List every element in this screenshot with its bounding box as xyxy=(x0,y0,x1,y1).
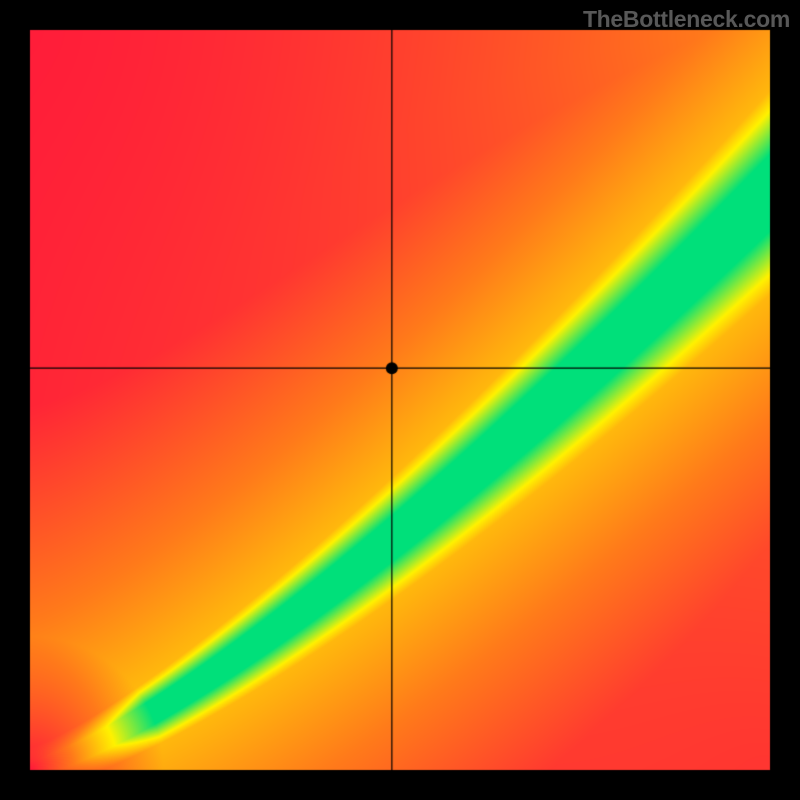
chart-container: TheBottleneck.com xyxy=(0,0,800,800)
bottleneck-heatmap xyxy=(0,0,800,800)
watermark-text: TheBottleneck.com xyxy=(583,6,790,33)
